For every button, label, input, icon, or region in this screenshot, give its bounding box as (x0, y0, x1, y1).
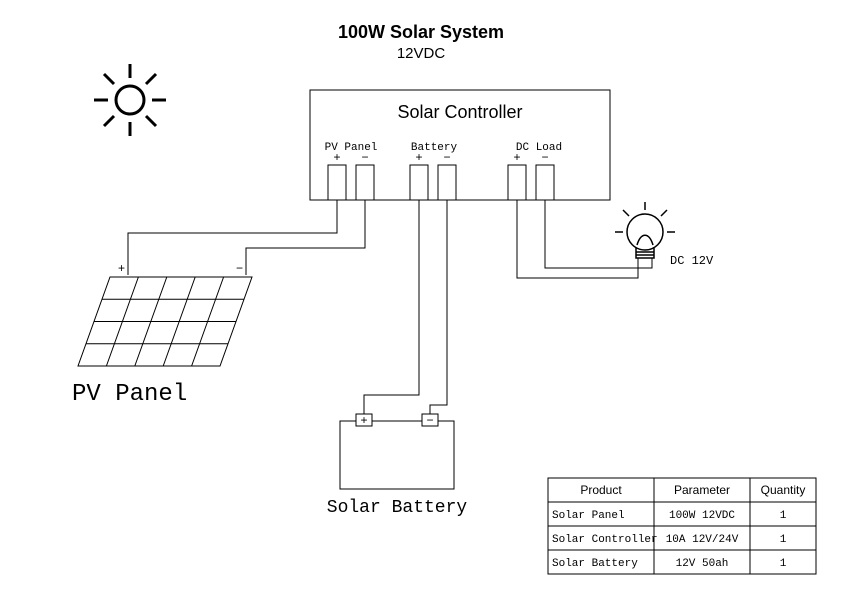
table-header-product: Product (580, 483, 622, 497)
solar-battery-icon (340, 414, 454, 489)
pv-panel-label: PV Panel (72, 381, 187, 408)
table-header-quantity: Quantity (761, 483, 806, 497)
terminal-batt-minus (438, 165, 456, 200)
pv-panel-plus: + (118, 261, 125, 275)
terminal-label-dcload: DC Load (516, 142, 562, 154)
pv-panel-minus: − (236, 261, 243, 275)
title-main: 100W Solar System (338, 22, 504, 42)
batt-plus-sign: + (415, 150, 422, 164)
terminal-batt-plus (410, 165, 428, 200)
table-header-parameter: Parameter (674, 483, 730, 497)
pv-panel-icon (78, 277, 252, 366)
terminal-pv-plus (328, 165, 346, 200)
terminal-load-minus (536, 165, 554, 200)
table-row: 1 (780, 558, 787, 570)
load-plus-sign: + (513, 150, 520, 164)
battery-label: Solar Battery (327, 498, 468, 518)
title-sub: 12VDC (397, 45, 446, 62)
batt-minus-sign: − (443, 150, 450, 164)
table-row: 100W 12VDC (669, 510, 735, 522)
terminal-pv-minus (356, 165, 374, 200)
product-table: Product Parameter Quantity Solar Panel 1… (548, 478, 816, 574)
battery-plus: + (360, 413, 367, 427)
bulb-icon (615, 202, 675, 258)
pv-minus-sign: − (361, 150, 368, 164)
table-row: Solar Panel (552, 510, 625, 522)
pv-plus-sign: + (333, 150, 340, 164)
battery-minus: − (426, 413, 433, 427)
load-label: DC 12V (670, 254, 714, 268)
table-row: 1 (780, 510, 787, 522)
sun-icon (94, 64, 166, 136)
table-row: Solar Battery (552, 558, 638, 570)
table-row: 10A 12V/24V (666, 534, 739, 546)
solar-system-diagram: 100W Solar System 12VDC Solar Controller… (0, 0, 842, 596)
table-row: Solar Controller (552, 534, 658, 546)
controller-title: Solar Controller (397, 102, 522, 122)
table-row: 12V 50ah (676, 558, 729, 570)
table-row: 1 (780, 534, 787, 546)
solar-controller: Solar Controller PV Panel + − Battery + … (310, 90, 610, 200)
wires (128, 200, 652, 414)
load-minus-sign: − (541, 150, 548, 164)
terminal-load-plus (508, 165, 526, 200)
